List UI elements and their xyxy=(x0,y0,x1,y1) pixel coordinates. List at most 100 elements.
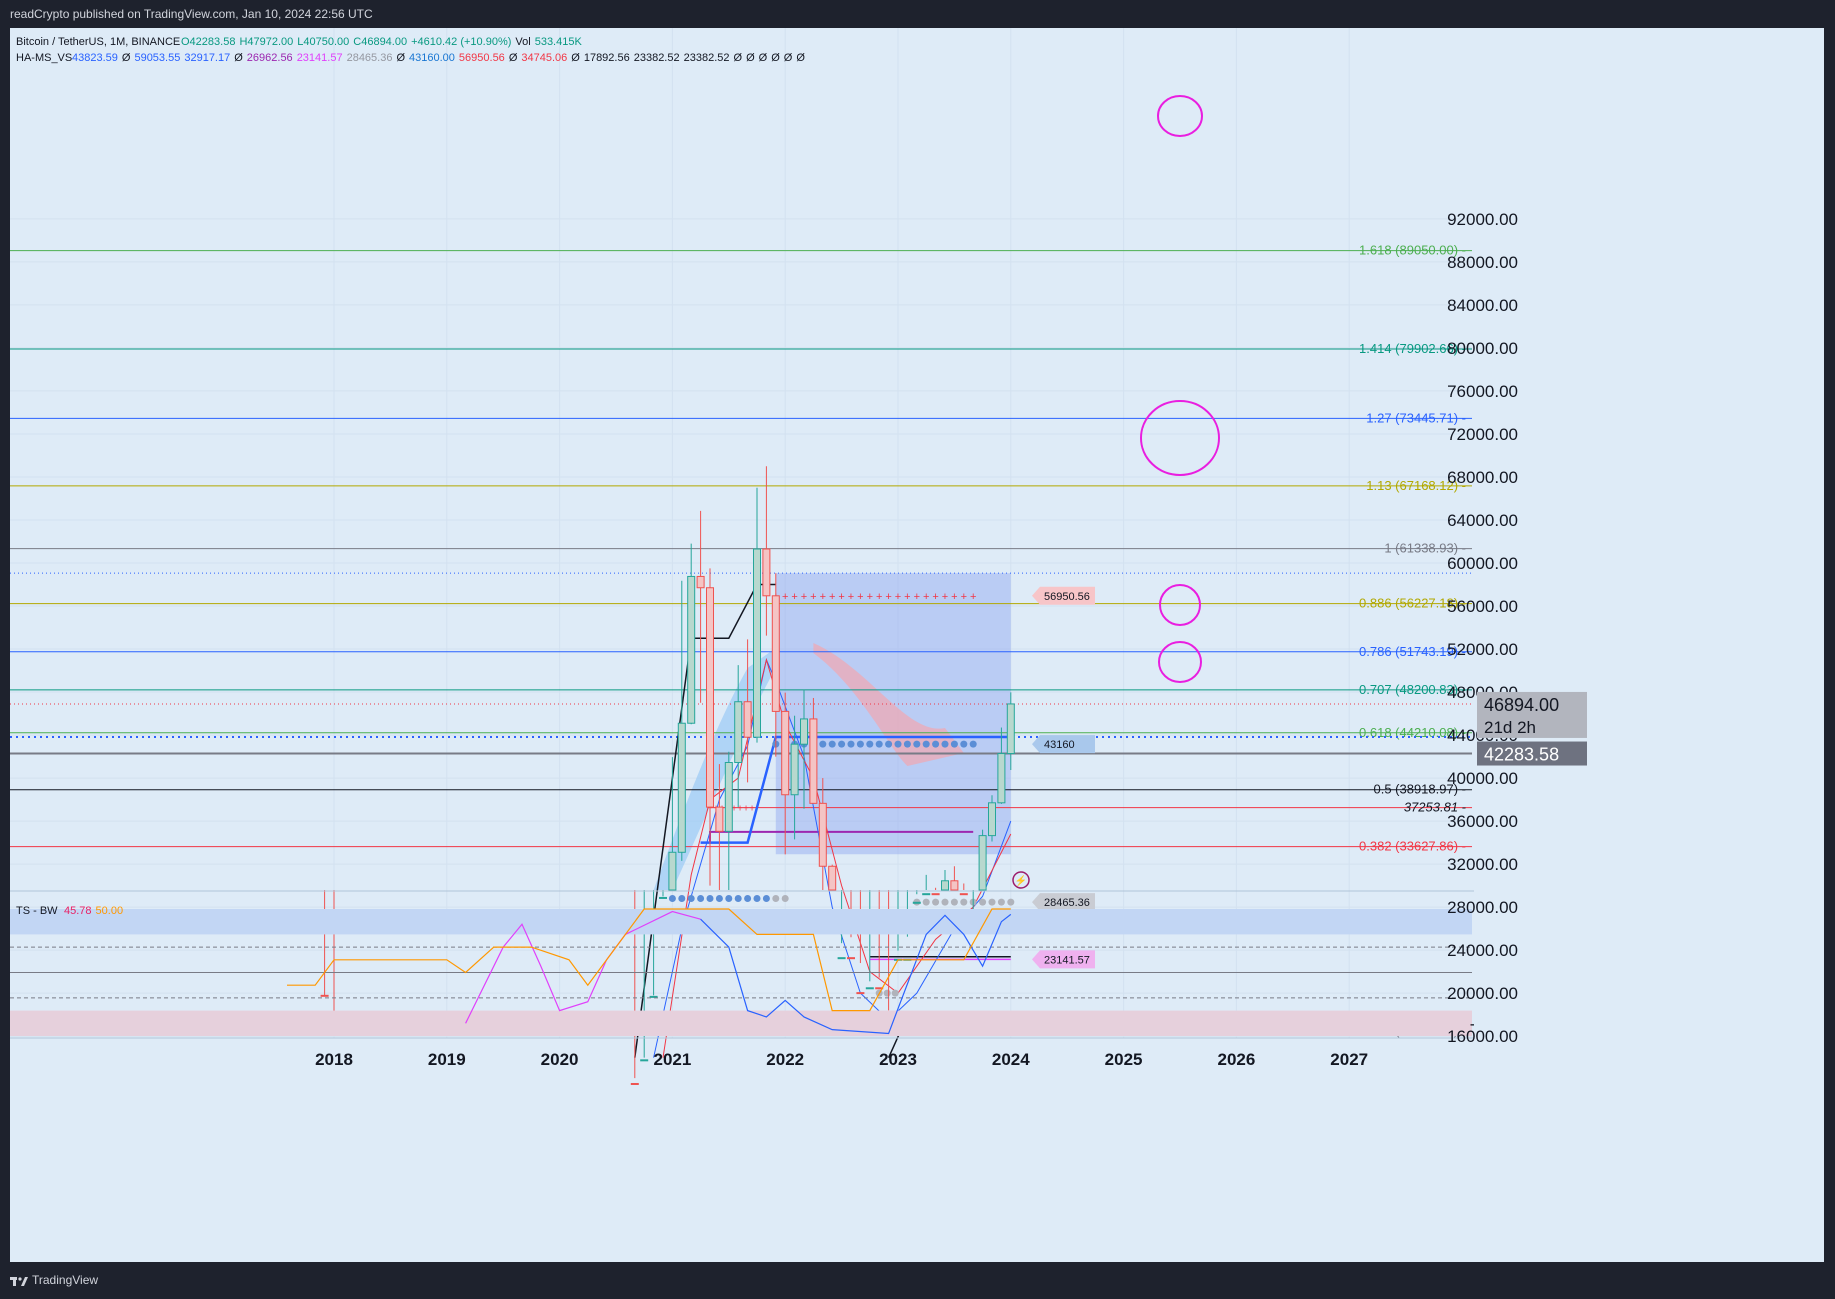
red-cross-marker: + xyxy=(857,591,863,603)
legend-indicator-name[interactable]: HA-MS_VS xyxy=(16,52,72,64)
price-tag-label: 43160 xyxy=(1044,739,1075,751)
red-cross-marker: + xyxy=(951,591,957,603)
red-cross-marker: + xyxy=(838,591,844,603)
legend-value: Ø xyxy=(396,52,405,64)
chart-canvas[interactable]: 1.618 (89050.00) - 1.414 (79902.66) - 1.27… xyxy=(10,28,1824,1262)
price-axis-tick: 72000.00 xyxy=(1447,425,1518,444)
blue-dot-marker xyxy=(969,740,977,748)
blue-dot-marker xyxy=(885,740,893,748)
time-axis-label: 2019 xyxy=(428,1050,466,1069)
legend-value: 43160.00 xyxy=(409,52,455,64)
legend-value: 23382.52 xyxy=(634,52,680,64)
candle-body xyxy=(640,1059,649,1062)
time-axis-label: 2018 xyxy=(315,1050,353,1069)
grey-dot-marker xyxy=(988,898,996,906)
red-cross-marker: + xyxy=(970,591,976,603)
support-dot-marker xyxy=(715,895,723,903)
price-tag-shape xyxy=(1032,586,1095,605)
candle-body xyxy=(837,957,846,960)
blue-dot-marker xyxy=(847,740,855,748)
candle-body xyxy=(781,710,790,796)
legend-value: 43823.59 xyxy=(72,52,118,64)
support-dot-marker xyxy=(762,895,770,903)
oscillator-series-line xyxy=(287,908,1011,1012)
price-axis-tick: 24000.00 xyxy=(1447,941,1518,960)
price-tag-shape xyxy=(1032,735,1095,754)
legend-symbol[interactable]: Bitcoin / TetherUS, 1M, BINANCE xyxy=(16,36,180,48)
cloud-band-red xyxy=(813,643,964,766)
candle-body xyxy=(818,802,827,867)
price-axis-tick: 80000.00 xyxy=(1447,339,1518,358)
tradingview-brand: TradingView xyxy=(32,1273,99,1287)
target-circle-annotation xyxy=(1159,584,1201,626)
time-axis-label: 2020 xyxy=(541,1050,579,1069)
red-cross-marker: + xyxy=(791,591,797,603)
legend-value: Ø xyxy=(571,52,580,64)
legend-value: Ø xyxy=(234,52,243,64)
red-cross-marker: + xyxy=(820,591,826,603)
tradingview-logo-icon xyxy=(10,1276,28,1286)
support-dot-marker xyxy=(687,895,695,903)
price-axis-tick: 36000.00 xyxy=(1447,812,1518,831)
legend-value: 32917.17 xyxy=(184,52,230,64)
time-axis-label: 2022 xyxy=(766,1050,804,1069)
red-cross-marker: + xyxy=(749,804,755,815)
fib-level-label: 1.618 (89050.00) - xyxy=(1359,243,1466,258)
legend-value: Ø xyxy=(509,52,518,64)
grey-dot-marker xyxy=(1007,898,1015,906)
candle-body xyxy=(922,893,931,896)
price-tag: 43160 xyxy=(1032,735,1095,754)
candle-body xyxy=(687,575,696,724)
candle-body xyxy=(959,893,968,896)
grey-dot-marker xyxy=(883,989,891,997)
open-price-box xyxy=(1477,741,1587,766)
tradingview-footer[interactable]: TradingView xyxy=(0,1262,1835,1299)
support-dot-marker xyxy=(753,895,761,903)
legend-indicator-values: 43823.59 Ø 59053.55 32917.17 Ø 26962.56 23141.… xyxy=(72,52,805,64)
red-cross-marker: + xyxy=(895,591,901,603)
legend-value: Ø xyxy=(759,52,768,64)
candle-body xyxy=(771,595,780,712)
candle-body xyxy=(668,851,677,891)
oscillator-lower-zone xyxy=(10,1010,1472,1036)
blue-dot-marker xyxy=(894,740,902,748)
price-axis-tick: 60000.00 xyxy=(1447,554,1518,573)
candle-body xyxy=(997,753,1006,804)
legend-value: 533.415K xyxy=(535,36,583,48)
legend-value: 26962.56 xyxy=(247,52,293,64)
support-dot-marker xyxy=(781,895,789,903)
grey-dot-marker xyxy=(891,989,899,997)
price-tag: 28465.36 xyxy=(1032,893,1095,912)
legend-value: Vol xyxy=(515,36,530,48)
grey-dot-marker xyxy=(997,898,1005,906)
price-tag: 23141.57 xyxy=(1032,950,1095,969)
blue-dot-marker xyxy=(875,740,883,748)
fib-level-label: 1.414 (79902.66) - xyxy=(1359,341,1466,356)
countdown-label: 21d 2h xyxy=(1484,718,1536,737)
grey-dot-marker xyxy=(932,898,940,906)
price-axis-tick: 88000.00 xyxy=(1447,253,1518,272)
dividend-event-icon xyxy=(1012,871,1030,889)
blue-dot-marker xyxy=(922,740,930,748)
target-circle-annotation xyxy=(1158,641,1202,683)
fib-level-label: 0.786 (51743.19) - xyxy=(1359,644,1466,659)
legend-value: +4610.42 (+10.90%) xyxy=(411,36,511,48)
legend-value: Ø xyxy=(796,52,805,64)
candle-body xyxy=(320,994,329,997)
grey-dot-marker xyxy=(950,898,958,906)
support-dot-marker xyxy=(772,895,780,903)
legend-value: L40750.00 xyxy=(297,36,349,48)
support-dot-marker xyxy=(706,895,714,903)
support-dot-marker xyxy=(668,895,676,903)
oscillator-value: 50.00 xyxy=(96,905,124,917)
candle-body xyxy=(790,743,799,796)
candle-body xyxy=(1006,703,1015,755)
price-tag-label: 23141.57 xyxy=(1044,954,1090,966)
moving-average-blue xyxy=(653,658,1012,1058)
blue-dot-marker xyxy=(941,740,949,748)
price-tag-label: 56950.56 xyxy=(1044,591,1090,603)
fib-level-label: 0.5 (38918.97) - xyxy=(1373,782,1466,797)
oscillator-value: 45.78 xyxy=(64,905,92,917)
candle-body xyxy=(734,701,743,763)
candle-body xyxy=(696,575,705,589)
